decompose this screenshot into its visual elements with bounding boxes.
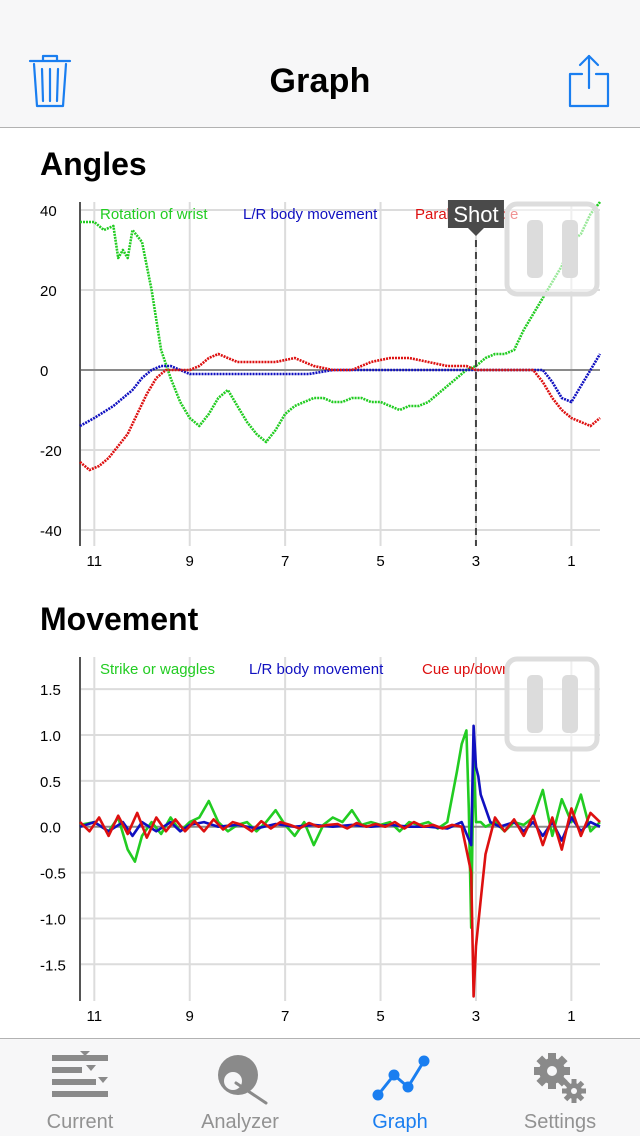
- pause-icon-frame: [504, 201, 600, 297]
- graph-line-icon: [372, 1055, 430, 1101]
- timeline-bars-icon: [52, 1051, 108, 1097]
- y-tick-label: 0: [40, 363, 48, 380]
- y-tick-label: 1.5: [40, 682, 61, 699]
- y-tick-label: 20: [40, 283, 57, 300]
- x-tick-label: 5: [376, 553, 384, 570]
- x-tick-label: 1: [567, 553, 575, 570]
- y-tick-label: -40: [40, 523, 62, 540]
- series-line: [79, 352, 601, 472]
- x-tick-label: 3: [472, 1008, 480, 1025]
- x-tick-label: 5: [376, 1008, 384, 1025]
- series-line: [79, 807, 601, 998]
- delete-button[interactable]: [22, 52, 78, 112]
- angles-chart-svg: 11 9 7 5 3 1 40 20 0 -20 -40 Rotation of wrist L/R b…: [40, 200, 602, 570]
- series-line: [80, 201, 602, 444]
- angles-chart[interactable]: 11 9 7 5 3 1 40 20 0 -20 -40 Rotation of wrist L/R b…: [0, 190, 640, 575]
- tab-analyzer[interactable]: Analyzer: [160, 1039, 320, 1137]
- navigation-bar: Graph: [0, 0, 640, 128]
- shot-marker-callout: [447, 200, 504, 236]
- legend-entry: Strike or waggles: [100, 661, 215, 678]
- tab-label-settings: Settings: [523, 1111, 597, 1133]
- legend-entry: Rotation of wrist: [100, 206, 208, 223]
- x-tick-label: 3: [472, 553, 480, 570]
- y-tick-label: -1.5: [40, 957, 66, 974]
- y-tick-label: -1.0: [40, 911, 66, 928]
- pause-icon[interactable]: [504, 656, 600, 752]
- pause-icon-frame: [504, 656, 600, 752]
- y-tick-label: 40: [40, 203, 57, 220]
- tab-bar: Current Analyzer Graph: [0, 1038, 640, 1136]
- trash-icon: [28, 54, 72, 108]
- tab-label-graph: Graph: [372, 1111, 428, 1133]
- angles-section-title: Angles: [40, 146, 147, 182]
- tab-settings[interactable]: Settings: [480, 1039, 640, 1137]
- share-icon: [568, 54, 610, 108]
- tab-graph[interactable]: Graph: [320, 1039, 480, 1137]
- x-tick-label: 1: [567, 1008, 575, 1025]
- y-tick-label: 0.0: [40, 820, 61, 837]
- y-tick-label: -20: [40, 443, 62, 460]
- page-title: Graph: [269, 62, 371, 100]
- pause-icon-bar: [527, 675, 543, 733]
- movement-chart[interactable]: 11 9 7 5 3 1 1.5 1.0 0.5 0.0 -0.5 -1.0 -1.5 Strike or…: [0, 645, 640, 1030]
- pause-icon-bar: [527, 220, 543, 278]
- y-tick-label: -0.5: [40, 866, 66, 883]
- x-tick-label: 7: [281, 1008, 289, 1025]
- pause-icon-bar: [562, 220, 578, 278]
- gear-icon: [534, 1053, 586, 1103]
- pause-icon[interactable]: [504, 201, 600, 297]
- y-tick-label: 0.5: [40, 774, 61, 791]
- tab-current[interactable]: Current: [0, 1039, 160, 1137]
- pause-icon-bar: [562, 675, 578, 733]
- x-tick-label: 9: [186, 1008, 194, 1025]
- x-tick-label: 11: [87, 553, 103, 570]
- legend-entry: L/R body movement: [243, 206, 378, 223]
- x-tick-label: 11: [87, 1008, 103, 1025]
- legend-entry: Cue up/down: [422, 661, 510, 678]
- x-tick-label: 7: [281, 553, 289, 570]
- x-tick-label: 9: [186, 553, 194, 570]
- y-tick-label: 1.0: [40, 728, 61, 745]
- tab-label-analyzer: Analyzer: [201, 1111, 279, 1133]
- shot-marker-label: Shot: [453, 202, 498, 227]
- tab-label-current: Current: [46, 1111, 114, 1133]
- series-line: [79, 353, 602, 428]
- legend-entry: L/R body movement: [249, 661, 384, 678]
- movement-chart-svg: 11 9 7 5 3 1 1.5 1.0 0.5 0.0 -0.5 -1.0 -1.5 Strike or…: [40, 656, 601, 1025]
- cue-ball-icon: [218, 1055, 268, 1105]
- movement-section-title: Movement: [40, 601, 199, 637]
- share-button[interactable]: [562, 52, 618, 112]
